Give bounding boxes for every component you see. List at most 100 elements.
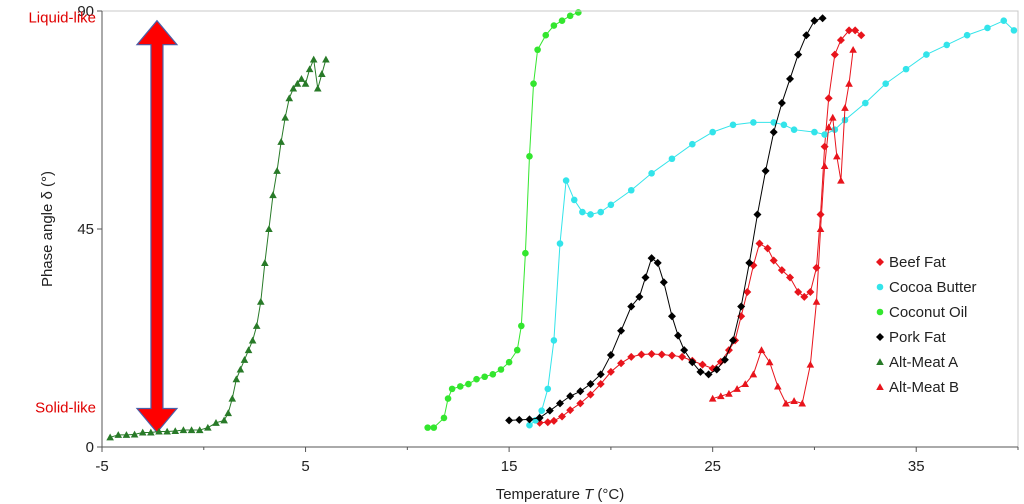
data-point [678, 352, 687, 361]
axes: Temperature T (°C) Phase angle δ (°) -5 5… [39, 3, 1019, 503]
data-point [313, 84, 322, 92]
data-point [849, 45, 857, 53]
data-point [534, 46, 541, 54]
data-point [712, 365, 721, 374]
data-point [749, 370, 758, 378]
data-point [733, 385, 741, 392]
data-point [587, 211, 594, 218]
x-tick-label: 5 [301, 458, 309, 475]
legend-marker [876, 283, 884, 291]
data-point [794, 287, 803, 296]
data-point [576, 387, 585, 396]
data-point [240, 356, 249, 363]
data-point [737, 302, 746, 311]
data-point [530, 80, 537, 87]
data-point [586, 380, 595, 389]
data-point [786, 273, 795, 282]
data-point [627, 352, 636, 361]
data-point [448, 385, 456, 393]
data-point [657, 350, 666, 359]
data-point [659, 278, 668, 287]
data-point [212, 418, 220, 426]
data-point [841, 116, 849, 124]
data-point [698, 360, 707, 369]
x-tick-label: 15 [501, 458, 518, 475]
data-point [155, 427, 163, 435]
data-point [444, 395, 452, 402]
data-point [549, 416, 558, 425]
data-point [204, 423, 212, 431]
data-point [1000, 17, 1008, 24]
data-point [505, 416, 514, 425]
series-line [509, 17, 823, 421]
data-point [790, 126, 798, 133]
double-arrow [135, 19, 179, 434]
data-point [596, 380, 605, 389]
data-point [769, 128, 778, 137]
data-point [812, 263, 821, 272]
data-point [763, 244, 772, 253]
data-point [770, 119, 778, 126]
legend-label: Pork Fat [889, 329, 947, 346]
data-point [774, 382, 782, 390]
data-point [828, 113, 837, 121]
data-point [637, 350, 646, 359]
data-point [689, 140, 696, 148]
data-point [505, 358, 513, 366]
legend-marker [876, 358, 884, 366]
data-point [606, 367, 615, 376]
data-point [818, 14, 827, 23]
data-point [544, 385, 552, 393]
data-point [641, 273, 650, 282]
data-point [535, 413, 544, 422]
data-point [750, 119, 757, 126]
legend-marker [876, 333, 884, 341]
data-point [570, 196, 578, 204]
series-cocoa-butter [526, 17, 1018, 429]
data-point [465, 380, 472, 388]
data-point [743, 287, 752, 296]
data-point [729, 121, 737, 129]
data-point [163, 427, 171, 435]
data-point [220, 416, 228, 424]
data-point [265, 225, 273, 233]
data-point [248, 336, 257, 344]
data-point [717, 392, 725, 400]
data-point [289, 84, 298, 92]
data-point [836, 36, 845, 45]
y-tick-label: 0 [86, 439, 94, 456]
x-tick-label: -5 [95, 458, 108, 475]
data-point [566, 12, 574, 20]
data-point [831, 126, 839, 133]
data-point [586, 390, 595, 399]
data-point [556, 240, 564, 247]
data-point [481, 373, 488, 381]
data-point [252, 322, 261, 329]
data-point [550, 22, 558, 29]
data-point [236, 365, 245, 373]
data-point [297, 75, 306, 82]
data-point [845, 79, 853, 87]
data-point [725, 389, 733, 397]
data-point [606, 350, 615, 359]
data-point [674, 331, 683, 340]
data-point [261, 259, 269, 266]
series-line [427, 11, 579, 429]
annotations: Liquid-like Solid-like [28, 10, 96, 417]
data-point [816, 225, 825, 233]
data-point [729, 336, 738, 345]
data-point [708, 394, 717, 402]
data-point [114, 431, 123, 438]
data-point [318, 70, 326, 78]
data-point [566, 406, 575, 415]
data-point [281, 113, 289, 121]
legend-marker [876, 258, 884, 266]
data-point [755, 239, 764, 248]
data-point [786, 74, 795, 83]
data-point [757, 346, 766, 354]
data-point [821, 131, 828, 138]
series-coconut-oil [424, 9, 582, 431]
data-point [232, 375, 241, 383]
legend-label: Beef Fat [889, 254, 947, 271]
